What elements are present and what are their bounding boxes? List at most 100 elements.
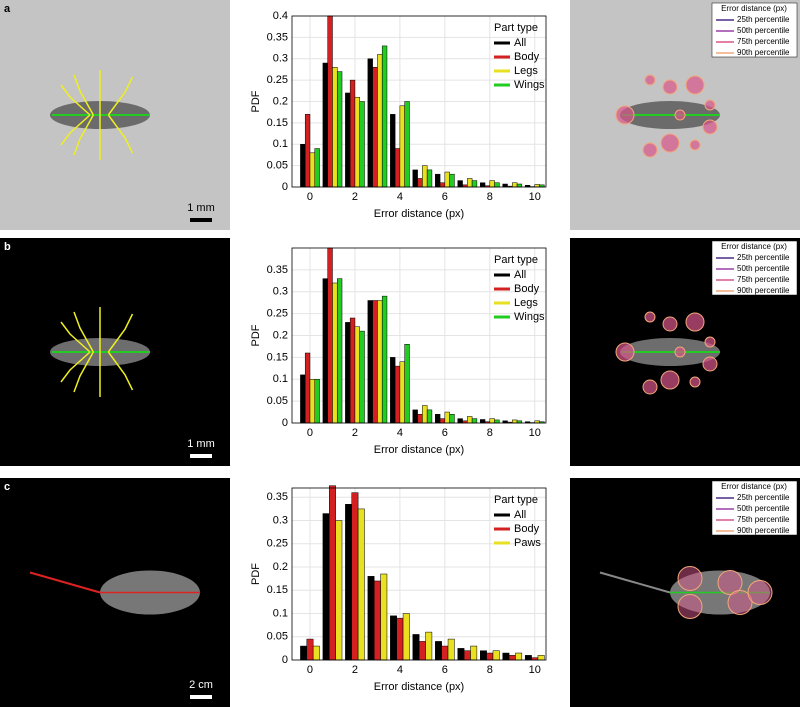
- leg: [73, 351, 94, 393]
- panel-label: a: [4, 3, 11, 15]
- legend-label: Legs: [514, 65, 538, 77]
- legend-label: Body: [514, 283, 540, 295]
- bar: [345, 322, 351, 424]
- legend-label: Paws: [514, 537, 541, 549]
- bar: [426, 409, 433, 424]
- legend-label: 50th percentile: [737, 26, 790, 35]
- x-tick-label: 6: [442, 427, 448, 439]
- error-circle: [727, 590, 753, 615]
- bar: [516, 183, 523, 188]
- y-axis-label: PDF: [250, 324, 262, 346]
- x-tick-label: 4: [397, 427, 403, 439]
- y-tick-label: 0: [282, 181, 288, 193]
- bar: [327, 15, 333, 188]
- bar: [467, 178, 473, 188]
- bar: [367, 58, 373, 188]
- bar: [306, 638, 314, 661]
- y-tick-label: 0: [282, 654, 288, 666]
- bar: [426, 169, 433, 188]
- bar: [471, 180, 478, 188]
- leg: [60, 84, 91, 116]
- y-tick-label: 0.35: [267, 31, 288, 43]
- bar: [435, 414, 441, 424]
- bar: [444, 411, 450, 424]
- bar: [463, 650, 471, 661]
- plot-frame: [291, 487, 547, 661]
- bar: [492, 650, 500, 661]
- legend-label: 25th percentile: [737, 15, 790, 24]
- error-circle: [702, 119, 718, 135]
- bar: [486, 652, 494, 661]
- y-tick-label: 0.35: [267, 491, 288, 503]
- y-tick-label: 0.2: [273, 561, 288, 573]
- bar: [457, 418, 463, 424]
- y-tick-label: 0.3: [273, 514, 288, 526]
- legend-label: 50th percentile: [737, 504, 790, 513]
- x-tick-label: 2: [352, 427, 358, 439]
- bar: [480, 419, 486, 424]
- leg: [73, 311, 94, 353]
- legend-label: All: [514, 509, 526, 521]
- bar: [309, 379, 316, 424]
- panel-label: c: [4, 481, 10, 493]
- x-tick-label: 8: [487, 427, 493, 439]
- y-tick-label: 0.1: [273, 607, 288, 619]
- bar: [489, 418, 495, 424]
- legend-title: Part type: [494, 494, 538, 506]
- x-tick-label: 0: [307, 664, 313, 676]
- legend-box: [711, 480, 798, 536]
- scale-bar: [190, 218, 212, 222]
- scale-bar-label: 2 cm: [189, 679, 213, 691]
- error-circle: [615, 105, 635, 125]
- bar: [380, 573, 388, 661]
- x-axis-label: Error distance (px): [374, 444, 464, 456]
- bar: [494, 419, 500, 424]
- leg: [60, 321, 91, 353]
- bar: [367, 300, 373, 424]
- bar: [394, 148, 401, 188]
- scale-bar: [190, 454, 212, 458]
- bar: [444, 171, 450, 188]
- leg: [73, 114, 94, 156]
- legend-label: 50th percentile: [737, 264, 790, 273]
- scale-bar-label: 1 mm: [187, 202, 215, 214]
- bar: [300, 144, 306, 188]
- bar: [304, 114, 311, 188]
- bar: [312, 645, 320, 661]
- error-circle: [747, 580, 773, 605]
- y-tick-label: 0.4: [273, 10, 288, 22]
- error-circle: [702, 356, 718, 372]
- bar: [399, 361, 405, 424]
- error-circle: [615, 342, 635, 362]
- x-axis-label: Error distance (px): [374, 681, 464, 693]
- bar: [449, 173, 455, 188]
- x-tick-label: 2: [352, 664, 358, 676]
- legend-title: Error distance (px): [721, 482, 787, 491]
- error-circle: [674, 109, 686, 121]
- y-tick-label: 0.3: [273, 286, 288, 298]
- bar: [422, 165, 428, 188]
- bar: [480, 182, 486, 188]
- bar: [322, 62, 328, 188]
- panel-label: b: [4, 241, 11, 253]
- bar: [336, 278, 343, 424]
- bar: [373, 580, 381, 661]
- bar: [304, 352, 311, 424]
- legend-title: Part type: [494, 22, 538, 34]
- legend-label: All: [514, 37, 526, 49]
- y-tick-label: 0.05: [267, 395, 288, 407]
- bar: [354, 96, 360, 188]
- bar: [537, 655, 545, 661]
- error-circle: [644, 311, 656, 323]
- error-circle: [642, 142, 658, 158]
- bar: [372, 300, 378, 424]
- leg: [107, 351, 134, 391]
- bar: [332, 67, 338, 188]
- bar: [309, 152, 316, 188]
- bar: [480, 650, 487, 661]
- y-axis-label: PDF: [250, 563, 262, 585]
- bar: [418, 641, 426, 661]
- bar: [404, 101, 410, 188]
- bar: [390, 114, 396, 188]
